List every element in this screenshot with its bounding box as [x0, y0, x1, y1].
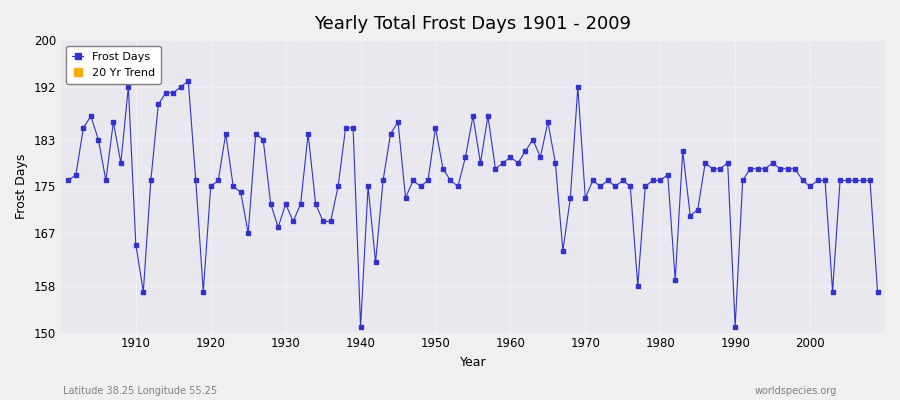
Frost Days — [63, 178, 74, 183]
Frost Days — [123, 84, 134, 89]
Frost Days — [356, 324, 366, 329]
Frost Days — [520, 149, 531, 154]
Text: worldspecies.org: worldspecies.org — [755, 386, 837, 396]
Frost Days — [340, 126, 351, 130]
Legend: Frost Days, 20 Yr Trend: Frost Days, 20 Yr Trend — [67, 46, 161, 84]
Frost Days — [183, 79, 194, 84]
Title: Yearly Total Frost Days 1901 - 2009: Yearly Total Frost Days 1901 - 2009 — [314, 15, 632, 33]
Frost Days — [512, 160, 523, 165]
Text: Latitude 38.25 Longitude 55.25: Latitude 38.25 Longitude 55.25 — [63, 386, 217, 396]
Y-axis label: Frost Days: Frost Days — [15, 154, 28, 219]
Frost Days — [295, 202, 306, 206]
Frost Days — [872, 289, 883, 294]
X-axis label: Year: Year — [460, 356, 486, 369]
Frost Days — [610, 184, 621, 189]
Line: Frost Days: Frost Days — [67, 79, 879, 328]
